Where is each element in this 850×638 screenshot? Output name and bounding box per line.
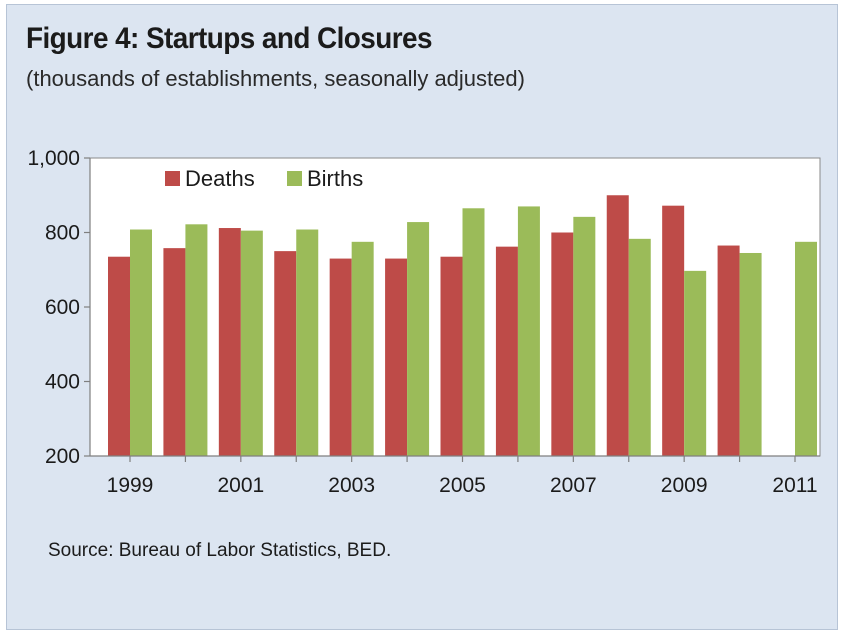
bar-births-2002 [296, 229, 319, 456]
bar-births-2009 [684, 270, 707, 456]
x-tick-label: 2011 [772, 474, 817, 497]
bar-births-2010 [739, 252, 762, 456]
bar-deaths-2006 [495, 246, 518, 456]
y-tick-label: 1,000 [27, 147, 80, 170]
bar-births-2007 [573, 216, 596, 456]
bar-deaths-2009 [662, 205, 685, 456]
source-note: Source: Bureau of Labor Statistics, BED. [48, 540, 392, 561]
bar-deaths-2007 [551, 232, 574, 456]
bar-deaths-1999 [108, 256, 130, 456]
bar-deaths-2005 [440, 256, 463, 456]
legend-label-births: Births [307, 166, 363, 191]
bar-births-2011 [795, 241, 817, 456]
y-tick-label: 200 [45, 445, 80, 468]
bar-births-2000 [185, 224, 208, 456]
x-tick-label: 1999 [107, 474, 154, 497]
y-tick-label: 600 [45, 296, 80, 319]
bar-births-2005 [462, 208, 485, 456]
x-tick-label: 2001 [217, 474, 264, 497]
bar-deaths-2002 [274, 251, 297, 456]
bar-births-2008 [628, 238, 651, 456]
legend-swatch-deaths [165, 171, 180, 186]
bar-deaths-2003 [329, 258, 352, 456]
chart-title: Figure 4: Startups and Closures [26, 22, 432, 55]
x-tick-label: 2007 [550, 474, 597, 497]
bar-births-2003 [351, 241, 374, 456]
bar-deaths-2008 [606, 195, 629, 456]
bar-births-1999 [130, 229, 152, 456]
legend-swatch-births [287, 171, 302, 186]
bar-births-2001 [240, 230, 263, 456]
bar-births-2006 [517, 206, 540, 456]
legend-label-deaths: Deaths [185, 166, 255, 191]
y-tick-label: 400 [45, 371, 80, 394]
x-tick-label: 2009 [661, 474, 708, 497]
bar-deaths-2010 [717, 245, 740, 456]
bar-deaths-2004 [385, 258, 408, 456]
y-tick-label: 800 [45, 222, 80, 245]
bar-deaths-2001 [218, 228, 241, 456]
x-tick-label: 2003 [328, 474, 375, 497]
chart-subtitle: (thousands of establishments, seasonally… [26, 66, 525, 91]
x-tick-label: 2005 [439, 474, 486, 497]
bar-deaths-2000 [163, 248, 186, 456]
bar-births-2004 [407, 222, 430, 456]
